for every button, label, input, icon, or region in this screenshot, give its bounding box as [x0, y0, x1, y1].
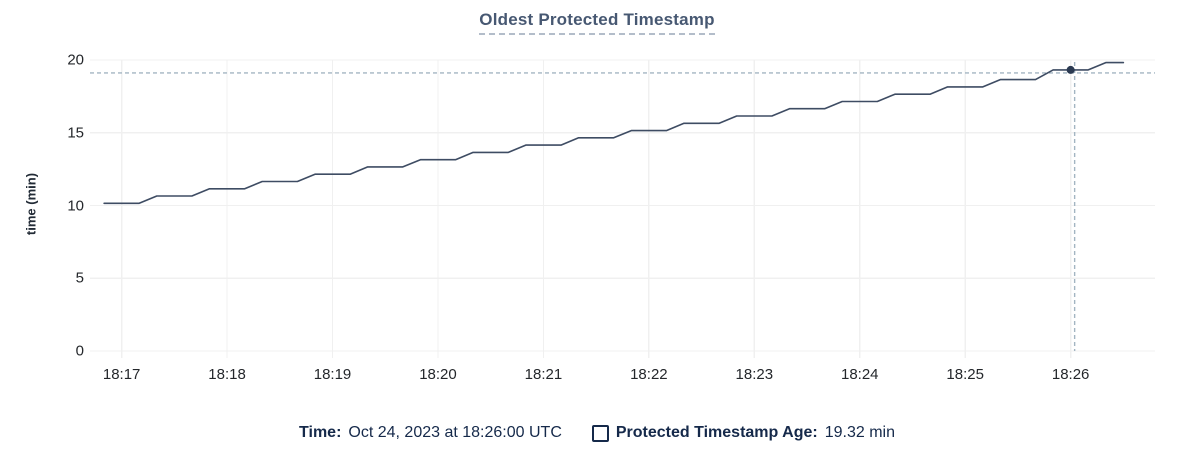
y-tick-label: 15: [67, 124, 84, 142]
x-tick-label: 18:19: [313, 366, 352, 383]
chart-header: Oldest Protected Timestamp: [0, 10, 1194, 35]
x-tick-label: 18:25: [946, 366, 984, 383]
series-value: 19.32 min: [824, 424, 895, 441]
series-label: Protected Timestamp Age:: [615, 424, 818, 441]
hover-dot: [1066, 65, 1075, 74]
y-tick-label: 5: [75, 269, 84, 287]
x-tick-label: 18:23: [735, 366, 774, 383]
time-label: Time:: [299, 424, 342, 441]
time-value: Oct 24, 2023 at 18:26:00 UTC: [348, 424, 562, 441]
legend-series-item: Protected Timestamp Age: 19.32 min: [591, 424, 895, 442]
x-tick-label: 18:17: [102, 366, 141, 383]
data-line: [103, 61, 1125, 205]
x-tick-label: 18:18: [208, 366, 246, 383]
x-tick-label: 18:22: [630, 366, 668, 383]
x-tick-label: 18:24: [840, 366, 879, 383]
footer-legend: Time: Oct 24, 2023 at 18:26:00 UTC Prote…: [0, 421, 1194, 445]
series-checkbox[interactable]: [591, 424, 609, 442]
y-tick-label: 10: [67, 197, 84, 214]
x-tick-label: 18:20: [419, 366, 457, 383]
y-tick-label: 20: [67, 51, 84, 69]
chart-title[interactable]: Oldest Protected Timestamp: [479, 10, 715, 35]
x-tick-label: 18:21: [524, 366, 563, 383]
x-tick-label: 18:26: [1051, 366, 1090, 383]
hover-time-readout: Time: Oct 24, 2023 at 18:26:00 UTC: [299, 424, 562, 442]
y-tick-label: 0: [75, 342, 84, 360]
